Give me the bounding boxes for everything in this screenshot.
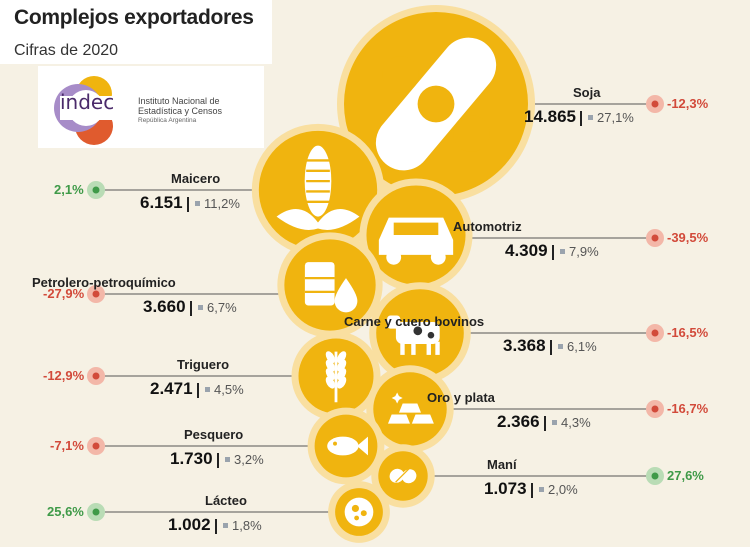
- change-dot: [92, 186, 100, 194]
- item-share: 7,9%: [548, 244, 599, 261]
- change-dot: [92, 290, 100, 298]
- item-change: -7,1%: [50, 438, 84, 453]
- oil-barrel-icon: [304, 262, 358, 313]
- change-dot: [651, 234, 659, 242]
- item-change: -12,3%: [667, 96, 709, 111]
- item-label: Carne y cuero bovinos: [344, 314, 485, 329]
- item-share: 6,1%: [546, 339, 597, 356]
- change-dot: [92, 442, 100, 450]
- item-label: Maicero: [171, 171, 221, 186]
- change-dot: [651, 329, 659, 337]
- item-label: Petrolero-petroquímico: [32, 275, 176, 290]
- wheat-icon: [325, 351, 347, 403]
- item-value: 2.471: [150, 379, 193, 398]
- item-share: 4,5%: [193, 382, 244, 399]
- item-value: 3.368: [503, 336, 546, 355]
- bubbles: [251, 5, 535, 543]
- item-value: 4.309: [505, 241, 548, 260]
- item-label: Automotriz: [453, 219, 522, 234]
- item-share: 4,3%: [540, 415, 591, 432]
- logo-institution: Instituto Nacional de Estadística y Cens…: [138, 96, 222, 126]
- peanut-icon: [389, 468, 417, 484]
- item-value: 1.073: [484, 479, 527, 498]
- item-share: 3,2%: [213, 452, 264, 469]
- change-dots: [87, 95, 664, 521]
- item-change: -27,9%: [43, 286, 85, 301]
- chart-subtitle: Cifras de 2020: [14, 42, 119, 59]
- item-value: 2.366: [497, 412, 540, 431]
- item-change: -16,7%: [667, 401, 709, 416]
- logo-line-2: Estadística y Censos: [138, 106, 223, 116]
- item-label: Pesquero: [184, 427, 244, 442]
- item-label: Triguero: [177, 357, 230, 372]
- item-value: 14.865: [524, 107, 576, 126]
- item-change: -39,5%: [667, 230, 709, 245]
- item-value: 1.002: [168, 515, 211, 534]
- car-icon: [378, 217, 454, 265]
- item-value: 1.730: [170, 449, 213, 468]
- item-label: Soja: [573, 85, 601, 100]
- item-change: -16,5%: [667, 325, 709, 340]
- item-value: 6.151: [140, 193, 183, 212]
- indec-logo: indec Instituto Nacional de Estadística …: [38, 66, 264, 148]
- leader-lines: [96, 103, 655, 513]
- item-share: 2,0%: [527, 482, 578, 499]
- change-dot: [651, 100, 659, 108]
- item-label: Maní: [487, 457, 517, 472]
- logo-line-1: Instituto Nacional de: [138, 96, 220, 106]
- header-panel: Complejos exportadores Cifras de 2020: [0, 0, 272, 64]
- item-value: 3.660: [143, 297, 186, 316]
- change-dot: [651, 472, 659, 480]
- fish-icon: [327, 436, 368, 456]
- item-label: Lácteo: [205, 493, 247, 508]
- cow-icon: [387, 315, 440, 355]
- item-label: Oro y plata: [427, 390, 495, 405]
- soybean-pod-icon: [375, 37, 497, 171]
- indec-logo-mark: [54, 76, 114, 145]
- gold-bars-icon: [387, 392, 434, 424]
- item-change: 27,6%: [667, 468, 704, 483]
- change-dot: [92, 508, 100, 516]
- item-change: 25,6%: [47, 504, 84, 519]
- milk-icon: [344, 497, 374, 527]
- item-share: 6,7%: [186, 300, 237, 317]
- item-share: 1,8%: [211, 518, 262, 535]
- logo-line-3: República Argentina: [138, 117, 197, 124]
- item-change: 2,1%: [54, 182, 84, 197]
- item-change: -12,9%: [43, 368, 85, 383]
- item-share: 11,2%: [183, 196, 240, 213]
- corn-icon: [276, 145, 360, 230]
- logo-wordmark: indec: [60, 90, 115, 114]
- change-dot: [92, 372, 100, 380]
- item-share: 27,1%: [576, 110, 634, 127]
- chart-title: Complejos exportadores: [14, 6, 254, 29]
- change-dot: [651, 405, 659, 413]
